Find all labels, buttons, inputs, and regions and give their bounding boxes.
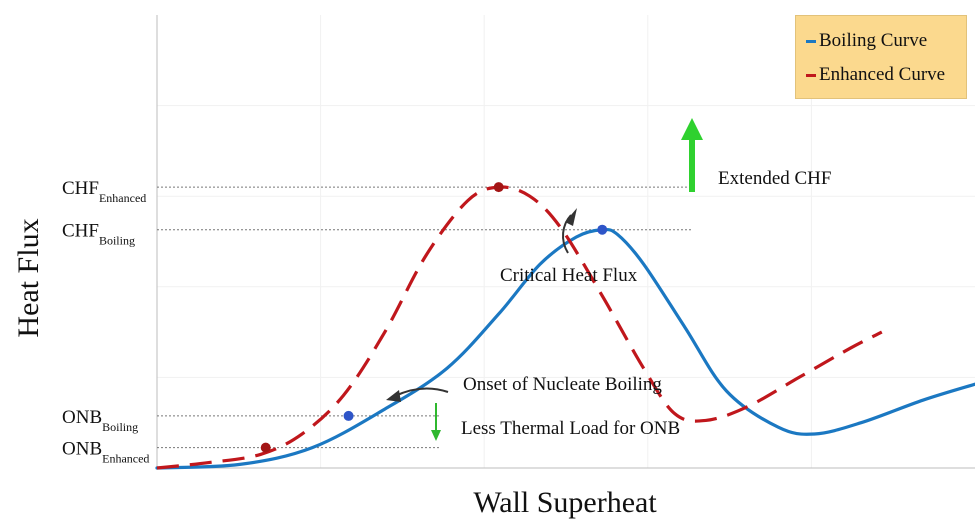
annotations: Extended CHF Critical Heat Flux Onset of…: [386, 118, 831, 441]
critical-heat-flux-arrowhead: [565, 208, 577, 226]
less-thermal-arrowhead: [431, 430, 441, 441]
point-markers: [260, 182, 608, 453]
reference-lines: [157, 186, 692, 449]
legend-label-enhanced: Enhanced Curve: [819, 64, 946, 85]
y-tick-label-onb-boiling: ONBBoiling: [62, 407, 138, 434]
legend-item-enhanced: Enhanced Curve: [806, 58, 966, 92]
point-marker-1: [343, 410, 354, 421]
legend-item-boiling: Boiling Curve: [806, 24, 966, 58]
onset-label: Onset of Nucleate Boiling: [463, 374, 662, 395]
less-thermal-label: Less Thermal Load for ONB: [461, 418, 680, 439]
extended-chf-label: Extended CHF: [718, 168, 831, 189]
y-tick-label-chf-boiling: CHFBoiling: [62, 221, 135, 248]
onset-arrowhead: [386, 390, 401, 402]
extended-chf-arrowhead: [681, 118, 703, 140]
x-axis-label: Wall Superheat: [473, 486, 657, 519]
legend-swatch-boiling: [806, 39, 816, 43]
y-tick-label-chf-enhanced: CHFEnhanced: [62, 178, 146, 205]
point-marker-0: [260, 442, 271, 453]
point-marker-2: [493, 182, 504, 193]
grid: [157, 15, 975, 468]
enhanced-curve-line: [156, 185, 883, 470]
legend: Boiling Curve Enhanced Curve: [795, 15, 967, 99]
critical-heat-flux-label: Critical Heat Flux: [500, 265, 638, 286]
legend-label-boiling: Boiling Curve: [819, 30, 928, 51]
y-tick-labels: CHFEnhanced CHFBoiling ONBBoiling ONBEnhanc…: [62, 178, 149, 465]
y-tick-label-onb-enhanced: ONBEnhanced: [62, 439, 149, 466]
y-axis-label: Heat Flux: [12, 218, 45, 337]
point-marker-3: [597, 224, 608, 235]
legend-swatch-enhanced: [806, 73, 816, 77]
onset-arrow: [394, 387, 449, 397]
